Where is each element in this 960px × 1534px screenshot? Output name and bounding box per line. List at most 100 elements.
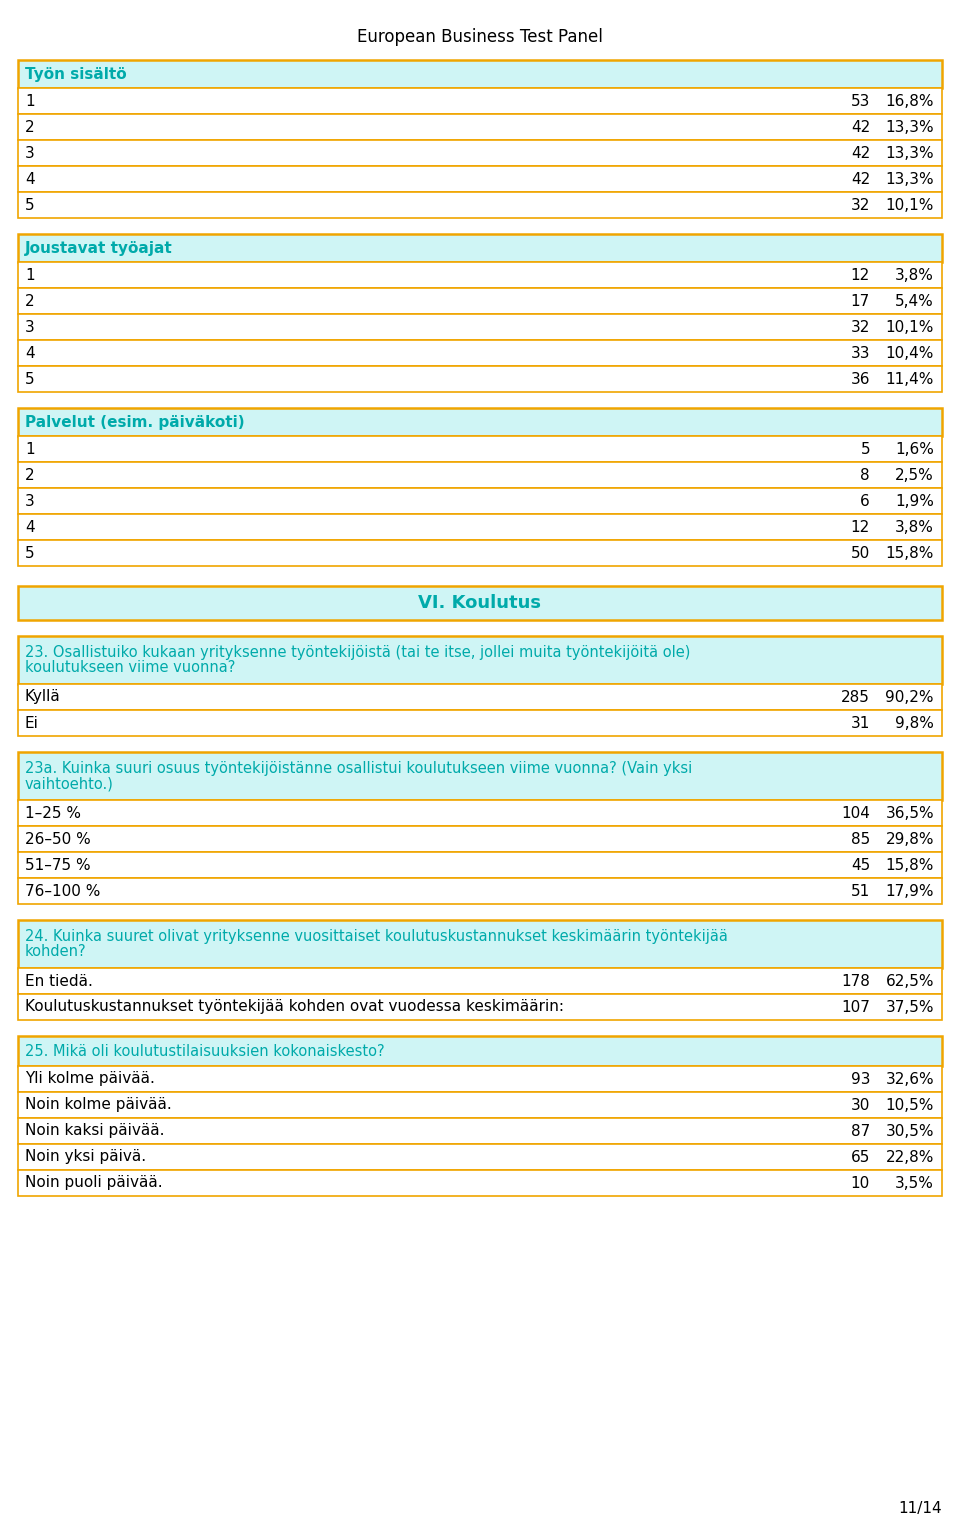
Bar — [18, 462, 942, 488]
Text: 1,9%: 1,9% — [895, 494, 934, 508]
Text: 50: 50 — [851, 546, 870, 560]
Bar — [18, 60, 942, 87]
Text: Noin kaksi päivää.: Noin kaksi päivää. — [25, 1123, 164, 1138]
Text: 87: 87 — [851, 1123, 870, 1138]
Text: 22,8%: 22,8% — [886, 1149, 934, 1164]
Text: 29,8%: 29,8% — [885, 831, 934, 847]
Text: 3: 3 — [25, 146, 35, 161]
Text: 5: 5 — [860, 442, 870, 457]
Bar — [18, 192, 942, 218]
Text: 12: 12 — [851, 267, 870, 282]
Text: Noin kolme päivää.: Noin kolme päivää. — [25, 1097, 172, 1112]
Text: 10,4%: 10,4% — [886, 345, 934, 360]
Text: Joustavat työajat: Joustavat työajat — [25, 241, 173, 256]
Text: 13,3%: 13,3% — [885, 146, 934, 161]
Bar — [18, 968, 942, 994]
Text: 9,8%: 9,8% — [895, 715, 934, 730]
Text: 2: 2 — [25, 468, 35, 483]
Text: 25. Mikä oli koulutustilaisuuksien kokonaiskesto?: 25. Mikä oli koulutustilaisuuksien kokon… — [25, 1043, 385, 1058]
Text: 2: 2 — [25, 293, 35, 308]
Bar — [18, 1092, 942, 1118]
Text: 3,8%: 3,8% — [895, 520, 934, 534]
Text: 32,6%: 32,6% — [885, 1072, 934, 1086]
Bar — [18, 114, 942, 140]
Text: 107: 107 — [841, 1000, 870, 1014]
Text: Palvelut (esim. päiväkoti): Palvelut (esim. päiväkoti) — [25, 414, 245, 430]
Text: 3: 3 — [25, 319, 35, 334]
Bar — [18, 1066, 942, 1092]
Text: 10,1%: 10,1% — [886, 319, 934, 334]
Text: 4: 4 — [25, 345, 35, 360]
Bar — [18, 586, 942, 620]
Bar — [18, 1035, 942, 1066]
Bar — [18, 235, 942, 262]
Text: 23a. Kuinka suuri osuus työntekijöistänne osallistui koulutukseen viime vuonna? : 23a. Kuinka suuri osuus työntekijöistänn… — [25, 761, 692, 776]
Text: 24. Kuinka suuret olivat yrityksenne vuosittaiset koulutuskustannukset keskimäär: 24. Kuinka suuret olivat yrityksenne vuo… — [25, 928, 728, 943]
Text: 51–75 %: 51–75 % — [25, 858, 90, 873]
Text: 13,3%: 13,3% — [885, 172, 934, 187]
Bar — [18, 540, 942, 566]
Bar — [18, 825, 942, 851]
Text: 1,6%: 1,6% — [895, 442, 934, 457]
Text: 11,4%: 11,4% — [886, 371, 934, 387]
Text: 2: 2 — [25, 120, 35, 135]
Text: 51: 51 — [851, 884, 870, 899]
Text: 1: 1 — [25, 442, 35, 457]
Text: 12: 12 — [851, 520, 870, 534]
Text: 17: 17 — [851, 293, 870, 308]
Bar — [18, 684, 942, 710]
Text: VI. Koulutus: VI. Koulutus — [419, 594, 541, 612]
Text: 2,5%: 2,5% — [896, 468, 934, 483]
Text: Työn sisältö: Työn sisältö — [25, 66, 127, 81]
Text: 285: 285 — [841, 689, 870, 704]
Text: 42: 42 — [851, 172, 870, 187]
Text: 11/14: 11/14 — [899, 1500, 942, 1516]
Text: 3,8%: 3,8% — [895, 267, 934, 282]
Text: 42: 42 — [851, 146, 870, 161]
Text: 36,5%: 36,5% — [885, 805, 934, 821]
Bar — [18, 1144, 942, 1170]
Bar — [18, 801, 942, 825]
Text: 1–25 %: 1–25 % — [25, 805, 81, 821]
Text: 31: 31 — [851, 715, 870, 730]
Text: 30,5%: 30,5% — [885, 1123, 934, 1138]
Text: 13,3%: 13,3% — [885, 120, 934, 135]
Bar — [18, 877, 942, 904]
Text: 10,1%: 10,1% — [886, 198, 934, 213]
Bar — [18, 408, 942, 436]
Text: 26–50 %: 26–50 % — [25, 831, 91, 847]
Text: 6: 6 — [860, 494, 870, 508]
Text: 104: 104 — [841, 805, 870, 821]
Text: 23. Osallistuiko kukaan yrityksenne työntekijöistä (tai te itse, jollei muita ty: 23. Osallistuiko kukaan yrityksenne työn… — [25, 644, 690, 660]
Text: 30: 30 — [851, 1097, 870, 1112]
Text: Noin yksi päivä.: Noin yksi päivä. — [25, 1149, 146, 1164]
Text: 8: 8 — [860, 468, 870, 483]
Bar — [18, 752, 942, 801]
Bar — [18, 488, 942, 514]
Text: 5: 5 — [25, 371, 35, 387]
Text: 85: 85 — [851, 831, 870, 847]
Bar — [18, 1118, 942, 1144]
Text: Koulutuskustannukset työntekijää kohden ovat vuodessa keskimäärin:: Koulutuskustannukset työntekijää kohden … — [25, 1000, 564, 1014]
Bar — [18, 140, 942, 166]
Bar — [18, 920, 942, 968]
Text: 15,8%: 15,8% — [886, 858, 934, 873]
Text: 4: 4 — [25, 172, 35, 187]
Text: 10: 10 — [851, 1175, 870, 1190]
Text: 45: 45 — [851, 858, 870, 873]
Text: 5: 5 — [25, 546, 35, 560]
Text: 33: 33 — [851, 345, 870, 360]
Bar — [18, 1170, 942, 1197]
Bar — [18, 87, 942, 114]
Bar — [18, 314, 942, 341]
Text: 32: 32 — [851, 319, 870, 334]
Bar — [18, 341, 942, 367]
Text: 5,4%: 5,4% — [896, 293, 934, 308]
Text: Kyllä: Kyllä — [25, 689, 60, 704]
Text: Yli kolme päivää.: Yli kolme päivää. — [25, 1072, 155, 1086]
Text: European Business Test Panel: European Business Test Panel — [357, 28, 603, 46]
Text: 5: 5 — [25, 198, 35, 213]
Text: 178: 178 — [841, 974, 870, 988]
Text: vaihtoehto.): vaihtoehto.) — [25, 776, 114, 792]
Bar — [18, 367, 942, 393]
